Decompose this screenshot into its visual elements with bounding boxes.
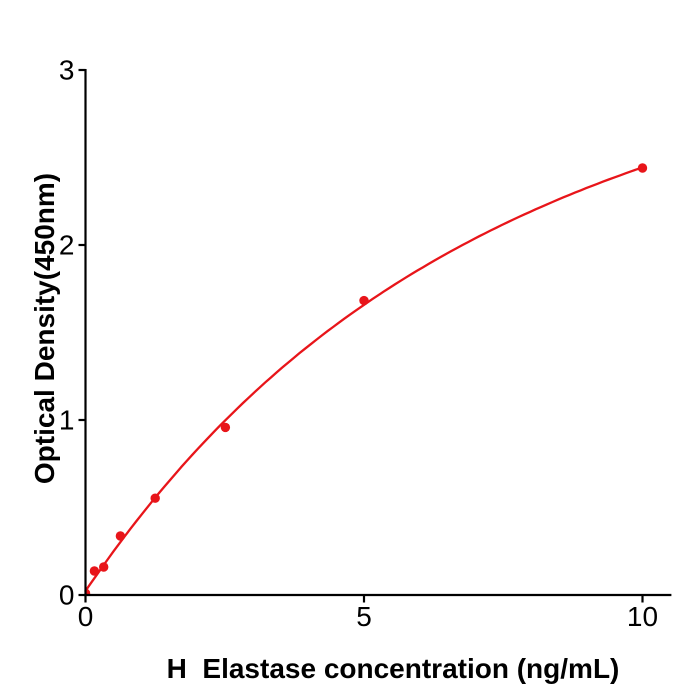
svg-text:5: 5: [356, 601, 372, 632]
svg-text:Optical Density(450nm): Optical Density(450nm): [29, 173, 60, 484]
svg-text:0: 0: [78, 601, 94, 632]
svg-text:10: 10: [627, 601, 658, 632]
svg-text:0: 0: [59, 580, 75, 611]
svg-text:2: 2: [59, 230, 75, 261]
svg-text:3: 3: [59, 55, 75, 86]
svg-text:1: 1: [59, 405, 75, 436]
svg-text:H Elastase concentration (ng/: H Elastase concentration (ng/mL): [167, 653, 620, 684]
